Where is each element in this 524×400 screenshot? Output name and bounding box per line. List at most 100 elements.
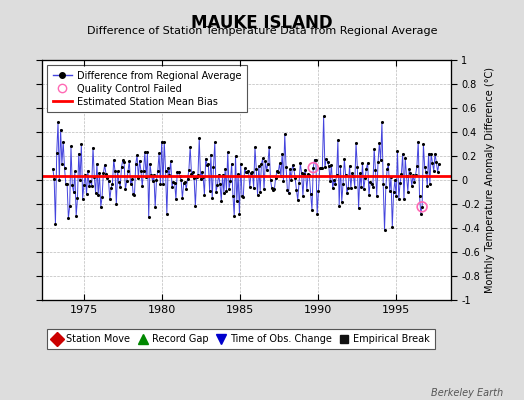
Point xyxy=(401,155,409,162)
Point xyxy=(50,175,58,182)
Point xyxy=(72,213,80,219)
Point xyxy=(257,161,266,167)
Point xyxy=(62,180,70,187)
Point xyxy=(305,172,313,179)
Point xyxy=(74,150,83,157)
Point xyxy=(425,181,434,187)
Point xyxy=(103,175,112,182)
Point xyxy=(94,192,102,199)
Point xyxy=(186,144,194,150)
Point xyxy=(115,179,123,186)
Point xyxy=(57,126,65,133)
Point xyxy=(308,207,316,213)
Point xyxy=(366,178,375,185)
Point xyxy=(112,201,121,207)
Point xyxy=(304,171,312,177)
Point xyxy=(365,192,373,198)
Point xyxy=(132,160,140,167)
Point xyxy=(322,156,331,162)
Point xyxy=(217,197,225,204)
Point xyxy=(261,158,269,164)
Point xyxy=(292,186,301,193)
Point xyxy=(130,192,139,198)
Point xyxy=(400,196,408,202)
Point xyxy=(321,164,329,171)
Point xyxy=(258,155,267,162)
Point xyxy=(134,174,143,181)
Point xyxy=(145,214,153,220)
Point xyxy=(73,195,82,202)
Point xyxy=(388,224,397,230)
Point xyxy=(296,160,304,166)
Point xyxy=(69,189,78,196)
Point xyxy=(172,196,180,202)
Point xyxy=(155,150,163,156)
Point xyxy=(356,170,364,177)
Point xyxy=(349,172,357,179)
Point xyxy=(169,178,178,185)
Point xyxy=(199,174,208,180)
Point xyxy=(68,182,77,188)
Point xyxy=(150,172,158,178)
Point xyxy=(139,168,148,174)
Point xyxy=(347,184,355,191)
Point xyxy=(300,170,309,177)
Point xyxy=(376,157,385,164)
Point xyxy=(380,227,389,234)
Point xyxy=(325,163,333,170)
Point xyxy=(279,177,288,184)
Point xyxy=(238,192,246,199)
Point xyxy=(251,144,259,150)
Point xyxy=(102,170,110,177)
Point xyxy=(348,170,356,176)
Point xyxy=(99,170,107,176)
Point xyxy=(337,198,346,205)
Point xyxy=(64,215,73,222)
Point xyxy=(120,159,128,165)
Point xyxy=(288,162,297,168)
Point xyxy=(177,177,185,183)
Point xyxy=(254,192,262,198)
Point xyxy=(431,150,439,157)
Point xyxy=(309,164,318,171)
Point xyxy=(91,190,100,196)
Point xyxy=(331,181,340,187)
Point xyxy=(191,203,200,210)
Point xyxy=(379,181,387,187)
Point xyxy=(142,174,150,180)
Point xyxy=(138,183,146,190)
Point xyxy=(226,178,235,185)
Point xyxy=(126,181,135,187)
Point xyxy=(302,187,311,193)
Point xyxy=(208,195,216,202)
Point xyxy=(310,156,319,163)
Point xyxy=(359,186,368,192)
Point xyxy=(236,161,245,168)
Point xyxy=(287,177,296,183)
Point xyxy=(174,169,183,176)
Point xyxy=(220,190,228,196)
Point xyxy=(160,138,168,145)
Point xyxy=(167,158,175,164)
Point xyxy=(146,160,154,167)
Point xyxy=(111,168,119,174)
Point xyxy=(156,181,165,188)
Point xyxy=(413,163,421,169)
Point xyxy=(277,173,285,179)
Point xyxy=(233,198,241,205)
Point xyxy=(96,204,105,210)
Point xyxy=(315,165,324,172)
Point xyxy=(164,165,172,172)
Point xyxy=(405,166,413,172)
Point xyxy=(396,180,404,186)
Point xyxy=(224,149,232,156)
Point xyxy=(369,183,377,190)
Point xyxy=(189,169,197,176)
Point xyxy=(178,195,187,202)
Point xyxy=(248,169,257,175)
Point xyxy=(77,141,85,147)
Point xyxy=(151,204,159,211)
Point xyxy=(263,167,271,173)
Point xyxy=(129,190,137,197)
Point xyxy=(133,152,141,158)
